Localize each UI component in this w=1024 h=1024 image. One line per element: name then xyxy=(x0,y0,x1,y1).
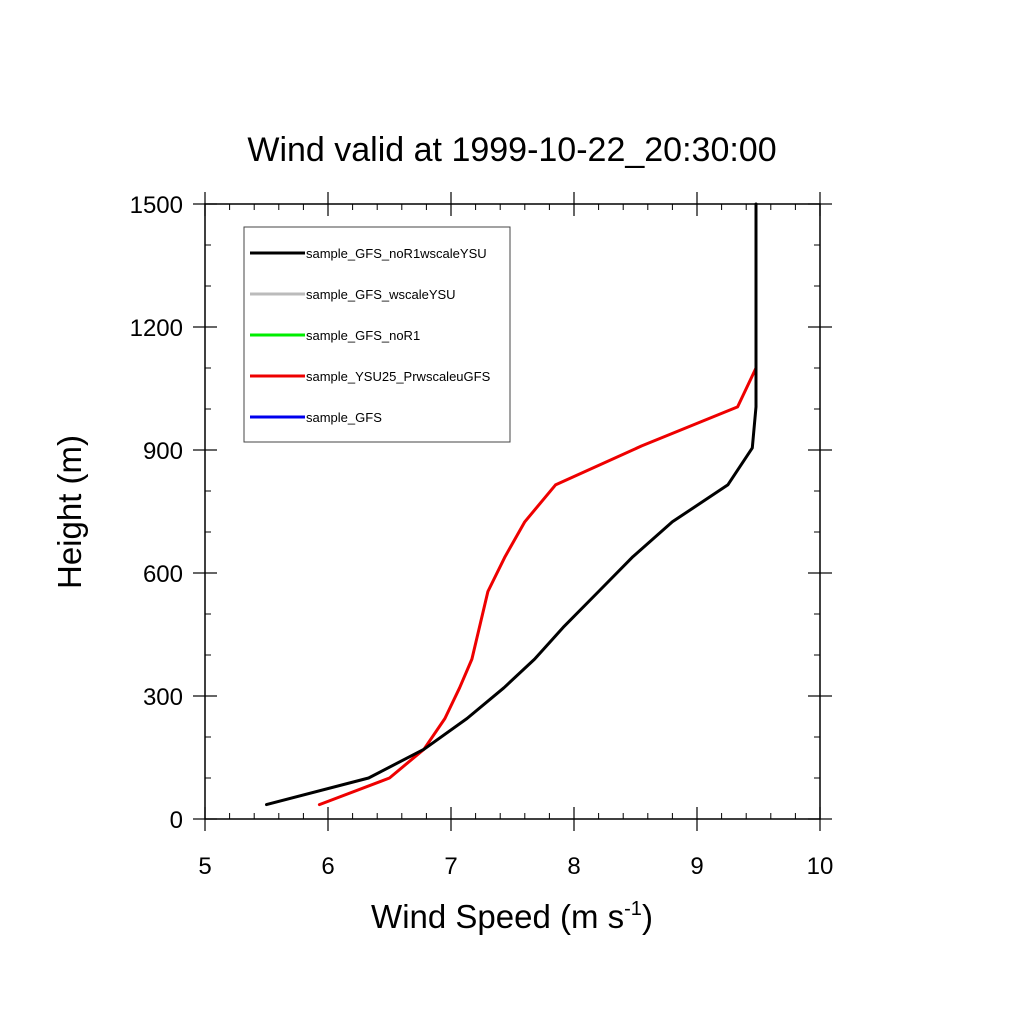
x-tick-label: 6 xyxy=(321,853,334,880)
legend-label: sample_GFS xyxy=(306,410,382,425)
series-line-sample_GFS_noR1wscaleYSU xyxy=(265,202,758,807)
x-axis-title-superscript: -1 xyxy=(624,898,642,920)
x-axis-title-suffix: ) xyxy=(642,898,653,935)
x-axis-title-main: Wind Speed (m s xyxy=(371,898,624,935)
y-tick-label: 1500 xyxy=(130,192,183,219)
legend-label: sample_GFS_wscaleYSU xyxy=(306,287,456,302)
plot-frame xyxy=(204,203,821,820)
y-tick-label: 300 xyxy=(143,684,183,711)
chart-title: Wind valid at 1999-10-22_20:30:00 xyxy=(247,131,776,169)
x-tick-label: 10 xyxy=(807,853,834,880)
ticks-layer: 5 6 7 8 9 10 0 300 600 900 1200 1500 xyxy=(130,192,834,880)
y-axis-title: Height (m) xyxy=(51,435,88,589)
legend-label: sample_GFS_noR1wscaleYSU xyxy=(306,246,487,261)
legend: sample_GFS_noR1wscaleYSU sample_GFS_wscal… xyxy=(243,226,511,443)
x-tick-label: 7 xyxy=(444,853,457,880)
x-tick-label: 5 xyxy=(198,853,211,880)
y-tick-label: 600 xyxy=(143,561,183,588)
y-tick-label: 1200 xyxy=(130,315,183,342)
x-tick-label: 9 xyxy=(690,853,703,880)
y-tick-label: 0 xyxy=(170,807,183,834)
series-layer xyxy=(265,202,758,807)
x-axis-title: Wind Speed (m s-1) xyxy=(371,898,653,935)
legend-label: sample_GFS_noR1 xyxy=(306,328,420,343)
legend-label: sample_YSU25_PrwscaleuGFS xyxy=(306,369,491,384)
x-tick-label: 8 xyxy=(567,853,580,880)
y-tick-label: 900 xyxy=(143,438,183,465)
